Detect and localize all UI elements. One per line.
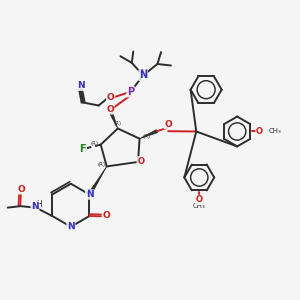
- Text: (R): (R): [91, 141, 99, 146]
- Text: CH₃: CH₃: [268, 128, 281, 134]
- Text: (R): (R): [114, 121, 122, 126]
- Text: N: N: [67, 222, 75, 231]
- Text: (R): (R): [98, 162, 106, 167]
- Text: N: N: [140, 69, 148, 79]
- Text: CH₃: CH₃: [193, 202, 206, 208]
- Text: O: O: [137, 157, 144, 166]
- Polygon shape: [110, 112, 118, 128]
- Text: N: N: [86, 190, 93, 199]
- Text: O: O: [102, 212, 110, 220]
- Text: O: O: [196, 195, 203, 204]
- Text: O: O: [107, 93, 115, 102]
- Text: N: N: [77, 81, 85, 90]
- Text: P: P: [127, 86, 134, 96]
- Text: O: O: [164, 119, 172, 128]
- Text: N: N: [139, 70, 147, 80]
- Text: (R): (R): [142, 134, 150, 139]
- Text: F: F: [80, 143, 86, 154]
- Text: O: O: [164, 119, 172, 128]
- Text: N: N: [67, 223, 75, 232]
- Text: O: O: [137, 157, 144, 166]
- Polygon shape: [88, 167, 107, 195]
- Text: O: O: [17, 185, 25, 194]
- Text: P: P: [127, 87, 134, 97]
- Text: O: O: [17, 185, 25, 194]
- Text: N: N: [31, 202, 39, 211]
- Text: F: F: [80, 143, 86, 154]
- Text: N: N: [77, 81, 85, 90]
- Text: O: O: [102, 212, 110, 220]
- Polygon shape: [140, 130, 158, 139]
- Text: H: H: [37, 200, 42, 208]
- Text: O: O: [106, 105, 114, 114]
- Text: N: N: [86, 189, 94, 198]
- Text: O: O: [107, 93, 115, 102]
- Text: O: O: [196, 195, 203, 204]
- Text: O: O: [256, 127, 263, 136]
- Text: O: O: [106, 105, 114, 114]
- Text: O: O: [256, 127, 263, 136]
- Text: N: N: [31, 202, 39, 211]
